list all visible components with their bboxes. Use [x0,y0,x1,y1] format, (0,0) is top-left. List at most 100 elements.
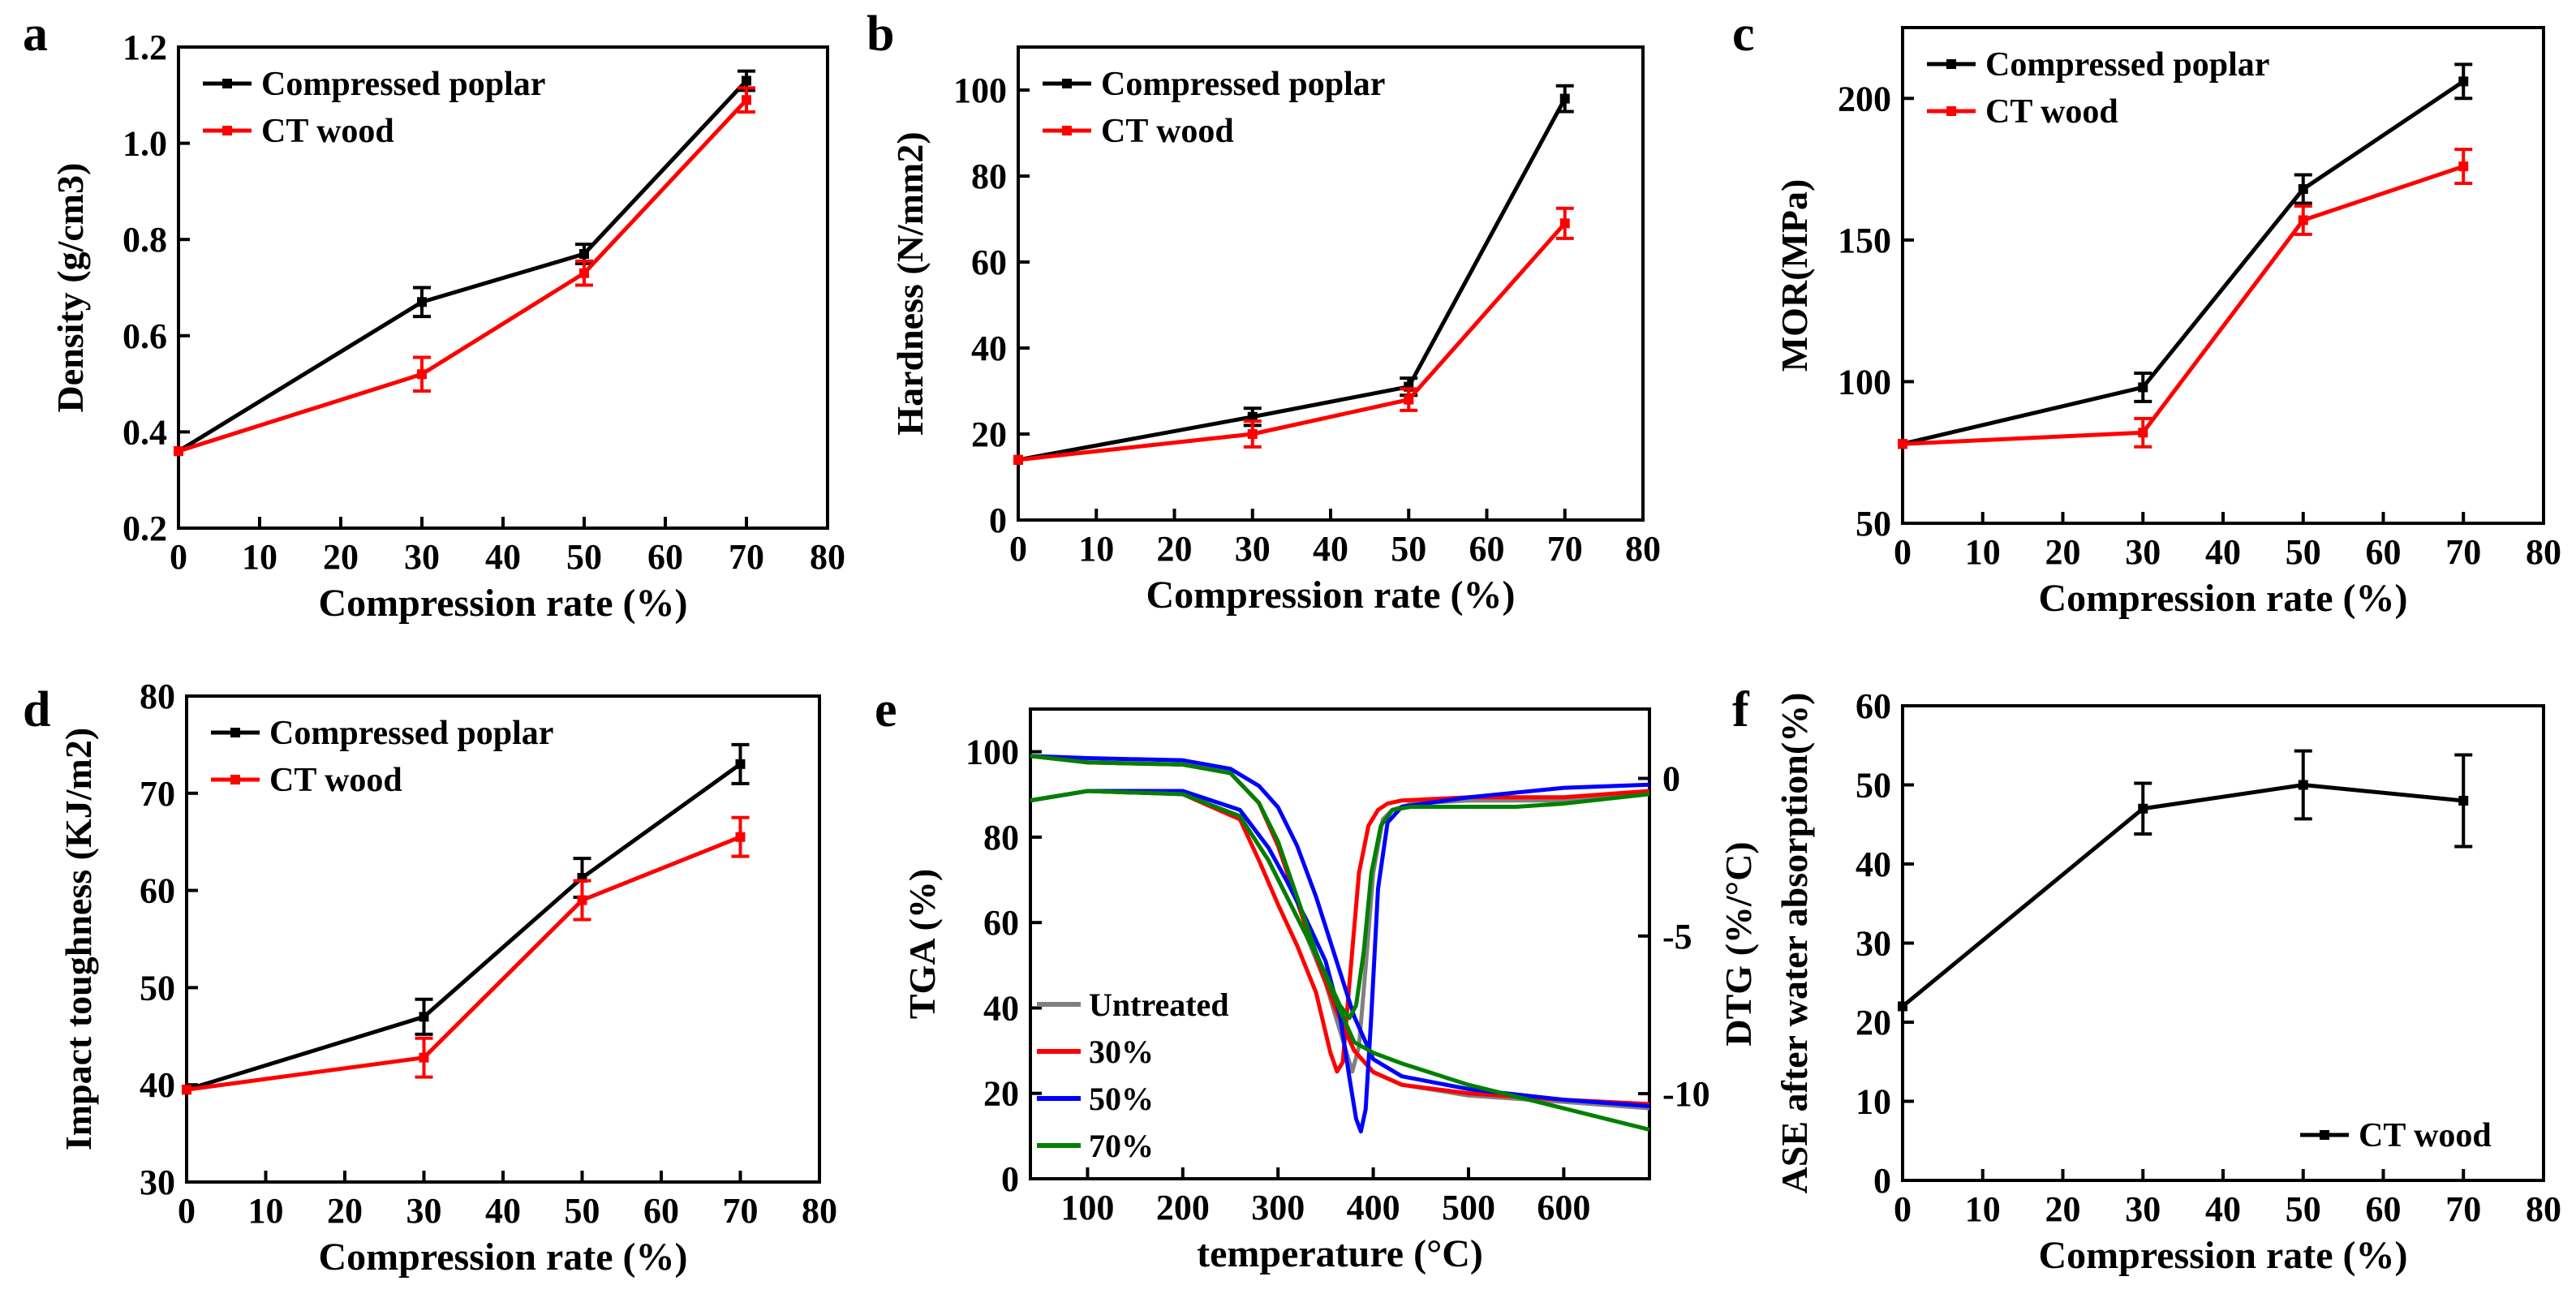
data-point [1013,454,1023,465]
x-tick-label: 40 [2205,1189,2241,1229]
x-tick-label: 10 [1965,1189,2001,1229]
legend-label: Compressed poplar [1101,66,1385,103]
x-tick-label: 50 [565,1191,600,1231]
data-point [735,759,746,769]
dtg-curve-50% [1030,782,1650,1134]
legend-marker [1062,79,1072,88]
y-tick-label: 100 [965,733,1019,772]
x-axis-title: Compression rate (%) [2038,1234,2407,1277]
x-tick-label: 70 [729,537,764,577]
panel-letter-a: a [23,6,48,62]
panel-letter-b: b [867,6,894,62]
x-tick-label: 500 [1442,1188,1495,1227]
series-line [178,98,748,453]
panel-a: a 0 10 20 30 40 50 60 70 80 0.2 0.4 0.6 0.8 1.0 1.2 Comp… [23,6,845,625]
legend-label: CT wood [1101,113,1234,150]
series-line [1017,97,1567,462]
y-tick-label: 0.8 [123,220,167,260]
data-point [2298,184,2308,195]
y-tick-label: 10 [1856,1082,1891,1122]
data-point [417,369,427,380]
data-point [579,248,589,259]
x-tick-label: 20 [2045,532,2081,572]
legend-marker [1062,126,1072,135]
x-tick-label: 10 [242,537,277,577]
dtg-curve-70% [1030,789,1650,1021]
panel-e: e 100 200 300 400 500 600 0 20 40 60 80 100 temperatu… [875,682,1759,1275]
y-axis-title: Hardness (N/mm2) [889,131,931,435]
y-tick-label: 20 [971,415,1007,454]
panel-letter-c: c [1732,6,1755,62]
legend-label: Compressed poplar [1985,46,2269,84]
y-tick-label: 1.0 [123,124,167,164]
y-tick-label: 50 [140,968,175,1008]
legend-marker [230,728,240,737]
data-point [1898,1001,1907,1012]
x-tick-label: 20 [2045,1189,2081,1229]
x-tick-label: 300 [1251,1188,1305,1227]
y-tick-label: 60 [971,243,1007,282]
panel-letter-d: d [23,682,50,737]
x-tick-label: 200 [1156,1188,1210,1227]
x-tick-label: 70 [2445,1189,2481,1229]
data-point [417,297,427,307]
panel-letter-f: f [1732,682,1750,737]
legend-label: CT wood [1985,93,2118,131]
dtg-curve-Untreated [1030,789,1650,1074]
legend-label: 30% [1089,1034,1154,1070]
x-tick-label: 80 [2526,1189,2561,1229]
y-tick-label: 200 [1838,79,1891,118]
x-tick-label: 70 [723,1191,759,1231]
y-tick-label: 100 [953,71,1007,110]
y-tick-label: 80 [983,818,1019,858]
y-tick-label: 40 [971,329,1007,368]
legend-label: CT wood [269,762,402,799]
y-tick-label: 70 [140,774,175,814]
y-axis-title: Density (g/cm3) [49,163,91,413]
y-tick-label: 150 [1838,221,1891,260]
series-line [1902,164,2465,446]
series-line [1902,80,2465,446]
x-axis-title: temperature (°C) [1197,1232,1483,1275]
x-tick-label: 50 [2286,532,2321,572]
x-tick-label: 60 [2366,532,2402,572]
x-tick-label: 30 [2125,1189,2161,1229]
y-tick-label: 30 [140,1163,175,1202]
y-tick-label: 30 [1856,924,1891,964]
legend-marker [1946,59,1956,69]
data-point [1559,218,1570,229]
panel-letter-e: e [875,682,897,737]
data-point [2458,76,2469,87]
y-tick-label: 40 [140,1065,175,1105]
x-tick-label: 30 [404,537,440,577]
data-point [2458,796,2469,806]
data-point [174,446,183,457]
legend-label: CT wood [2359,1117,2492,1154]
legend-marker [2320,1130,2329,1140]
series-line [186,835,742,1092]
y-tick-label: 0.4 [123,412,167,452]
y-tick-label: 100 [1838,362,1891,402]
plot-frame [1029,707,1651,1180]
x-axis-title: Compression rate (%) [318,1236,687,1279]
x-tick-label: 10 [1965,532,2001,572]
data-point [1559,93,1570,104]
x-axis-title: Compression rate (%) [2038,577,2407,620]
data-point [1247,429,1258,439]
data-point [2298,215,2308,226]
y-tick-label: 0 [989,501,1007,540]
y-tick-label: 60 [983,903,1019,943]
x-tick-label: 60 [643,1191,679,1231]
y-tick-label: 60 [1856,686,1891,726]
y-right-tick-label: 0 [1662,759,1680,798]
x-tick-label: 20 [1157,529,1193,569]
x-tick-label: 40 [485,1191,521,1231]
x-tick-label: 20 [323,537,359,577]
y-tick-label: 0.2 [123,509,167,548]
legend-label: Compressed poplar [269,715,553,752]
y-right-tick-label: -10 [1662,1074,1710,1114]
y-tick-label: 50 [1856,504,1891,544]
series-line [186,762,742,1092]
x-tick-label: 40 [1313,529,1348,569]
x-tick-label: 80 [802,1191,837,1231]
